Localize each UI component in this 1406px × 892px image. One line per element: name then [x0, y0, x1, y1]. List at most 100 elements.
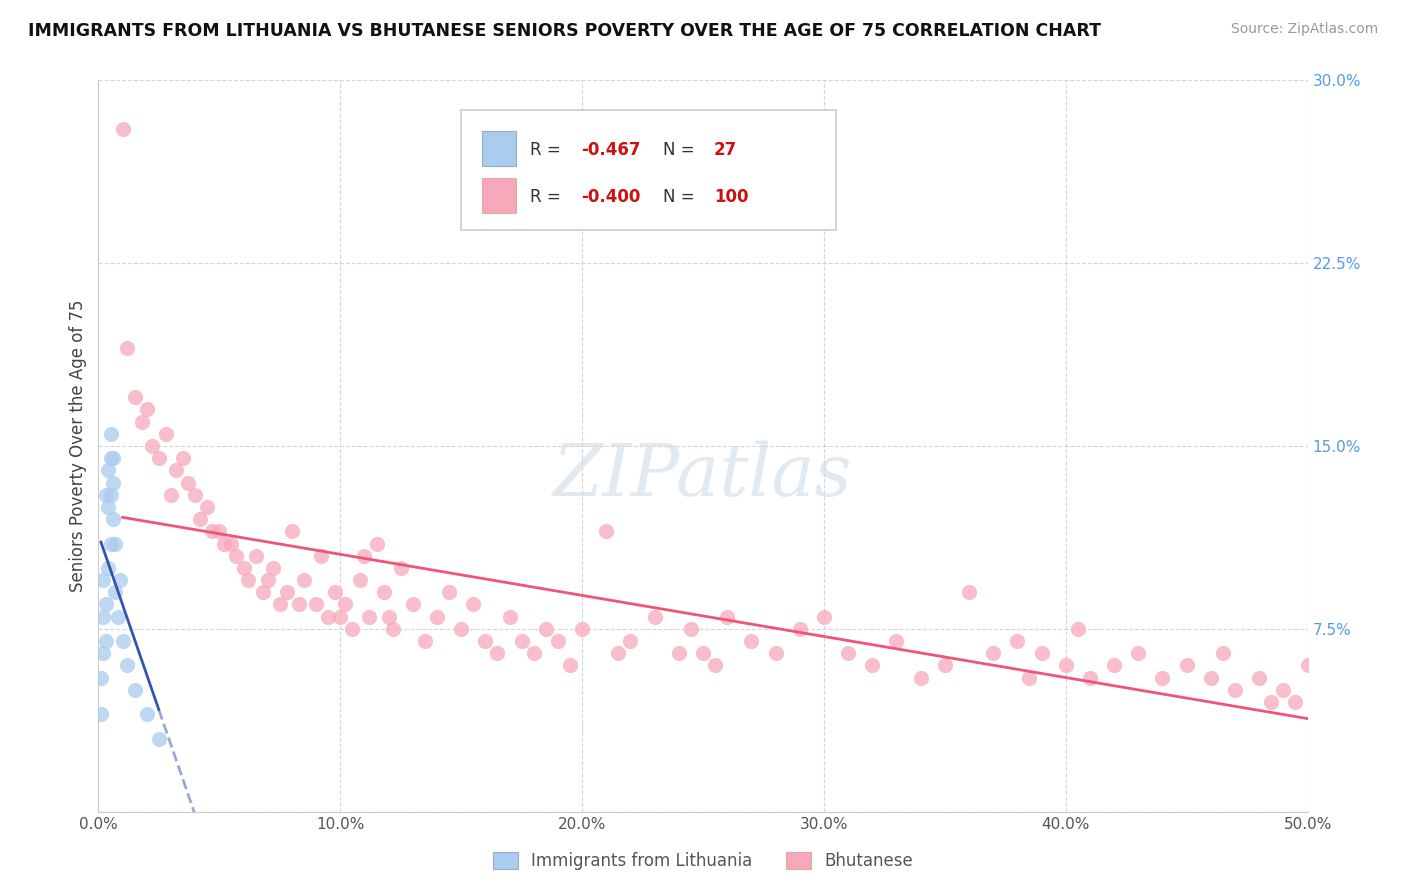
Text: IMMIGRANTS FROM LITHUANIA VS BHUTANESE SENIORS POVERTY OVER THE AGE OF 75 CORREL: IMMIGRANTS FROM LITHUANIA VS BHUTANESE S…: [28, 22, 1101, 40]
Point: [837, 646, 859, 660]
Point: [349, 573, 371, 587]
Point: [117, 342, 139, 356]
Point: [716, 609, 738, 624]
Point: [1007, 634, 1029, 648]
Point: [184, 488, 207, 502]
Point: [238, 573, 260, 587]
Point: [740, 634, 762, 648]
Point: [1078, 671, 1101, 685]
Point: [97, 561, 120, 575]
FancyBboxPatch shape: [461, 110, 837, 230]
Point: [108, 573, 131, 587]
Point: [232, 561, 254, 575]
Point: [316, 609, 339, 624]
Point: [981, 646, 1004, 660]
Point: [1067, 622, 1090, 636]
Point: [94, 634, 117, 648]
Point: [389, 561, 412, 575]
Point: [486, 646, 509, 660]
Point: [100, 536, 122, 550]
Point: [595, 524, 617, 539]
Bar: [482, 178, 516, 213]
Point: [135, 402, 157, 417]
Point: [252, 585, 274, 599]
Point: [333, 598, 356, 612]
Text: Source: ZipAtlas.com: Source: ZipAtlas.com: [1230, 22, 1378, 37]
Point: [619, 634, 641, 648]
Point: [131, 415, 153, 429]
Point: [679, 622, 702, 636]
Text: 100: 100: [714, 188, 748, 206]
Point: [245, 549, 267, 563]
Text: R =: R =: [530, 141, 567, 159]
Point: [373, 585, 395, 599]
Point: [111, 122, 134, 136]
Point: [225, 549, 247, 563]
Point: [510, 634, 533, 648]
Point: [860, 658, 883, 673]
Point: [382, 622, 405, 636]
Point: [692, 646, 714, 660]
Point: [269, 598, 291, 612]
Point: [1102, 658, 1125, 673]
Point: [262, 561, 284, 575]
Point: [437, 585, 460, 599]
Point: [1260, 695, 1282, 709]
Point: [523, 646, 546, 660]
Point: [910, 671, 932, 685]
Text: ZIPatlas: ZIPatlas: [553, 440, 853, 510]
Point: [155, 426, 177, 441]
Point: [135, 707, 157, 722]
Point: [463, 598, 485, 612]
Point: [377, 609, 399, 624]
Point: [100, 451, 122, 466]
Point: [117, 658, 139, 673]
Point: [172, 451, 194, 466]
Point: [1054, 658, 1077, 673]
Point: [160, 488, 183, 502]
Point: [957, 585, 980, 599]
Point: [547, 634, 569, 648]
Point: [329, 609, 352, 624]
Point: [256, 573, 278, 587]
Point: [789, 622, 811, 636]
Text: N =: N =: [664, 141, 700, 159]
Point: [148, 731, 170, 746]
Point: [359, 609, 381, 624]
Point: [208, 524, 231, 539]
Point: [342, 622, 364, 636]
Point: [1212, 646, 1234, 660]
Point: [1249, 671, 1271, 685]
Point: [1175, 658, 1198, 673]
Point: [402, 598, 425, 612]
Point: [668, 646, 690, 660]
Point: [765, 646, 787, 660]
Point: [1152, 671, 1174, 685]
Point: [141, 439, 163, 453]
Point: [276, 585, 298, 599]
Point: [1128, 646, 1150, 660]
Point: [886, 634, 908, 648]
Point: [165, 463, 187, 477]
Point: [177, 475, 200, 490]
Point: [934, 658, 956, 673]
Point: [201, 524, 224, 539]
Point: [101, 512, 124, 526]
Point: [305, 598, 328, 612]
Point: [101, 451, 124, 466]
Point: [101, 475, 124, 490]
Point: [644, 609, 666, 624]
Point: [104, 585, 127, 599]
Point: [426, 609, 449, 624]
Bar: [482, 131, 516, 166]
Point: [325, 585, 347, 599]
Point: [1272, 682, 1295, 697]
Point: [1296, 658, 1319, 673]
Point: [124, 390, 146, 404]
Point: [148, 451, 170, 466]
Point: [474, 634, 496, 648]
Point: [104, 536, 127, 550]
Point: [100, 426, 122, 441]
Point: [1223, 682, 1246, 697]
Point: [558, 658, 581, 673]
